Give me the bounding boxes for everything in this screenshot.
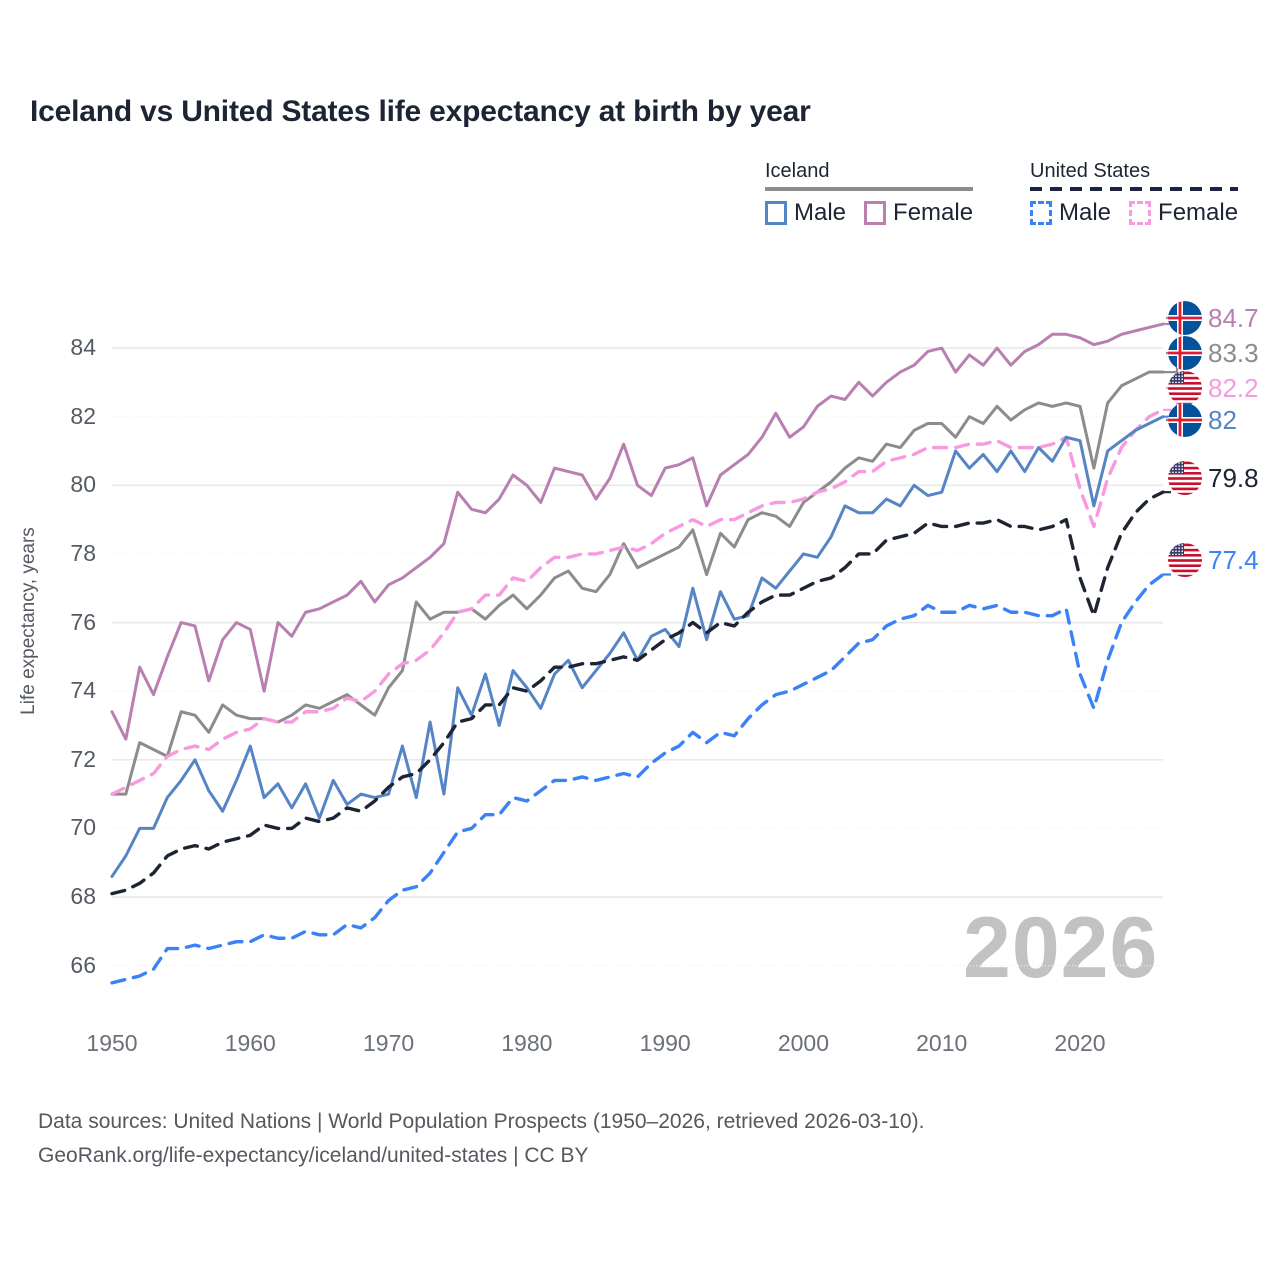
legend-item-label: Female bbox=[1158, 199, 1239, 226]
legend-item-label: Male bbox=[1059, 199, 1112, 226]
y-axis-tick: 72 bbox=[70, 745, 96, 772]
legend-item-label: Female bbox=[893, 199, 974, 226]
footer-credits: Data sources: United Nations | World Pop… bbox=[38, 1105, 924, 1173]
us-flag-icon bbox=[1168, 461, 1202, 495]
series-end-value: 82.2 bbox=[1208, 373, 1259, 403]
legend-swatch-icon bbox=[1129, 201, 1152, 225]
x-axis-tick: 2020 bbox=[1054, 1030, 1106, 1056]
series-end-label: 79.8 bbox=[1168, 461, 1259, 495]
series-end-label: 82 bbox=[1168, 403, 1237, 437]
legend-group-iceland: Iceland Male Female bbox=[765, 160, 974, 225]
series-end-label: 77.4 bbox=[1168, 543, 1259, 577]
y-axis-tick: 74 bbox=[70, 677, 96, 704]
y-axis-tick: 80 bbox=[70, 471, 96, 498]
series-end-value: 79.8 bbox=[1208, 463, 1259, 493]
iceland-flag-icon bbox=[1168, 403, 1202, 437]
legend-rule-dashed bbox=[1030, 187, 1239, 191]
x-axis-tick: 2000 bbox=[777, 1030, 830, 1056]
series-end-value: 82 bbox=[1208, 405, 1237, 435]
x-axis-tick: 1970 bbox=[362, 1030, 415, 1056]
series-end-value: 83.3 bbox=[1208, 338, 1259, 368]
legend-item-label: Male bbox=[794, 199, 847, 226]
y-axis-tick: 70 bbox=[70, 814, 96, 841]
x-axis-tick: 1990 bbox=[639, 1030, 691, 1056]
footer-line-sources: Data sources: United Nations | World Pop… bbox=[38, 1110, 925, 1133]
legend-item-us-female[interactable]: Female bbox=[1129, 201, 1238, 225]
x-axis-tick: 1980 bbox=[501, 1030, 553, 1056]
y-axis-tick: 66 bbox=[70, 951, 96, 978]
legend-swatch-icon bbox=[864, 201, 887, 225]
y-axis-tick: 76 bbox=[70, 608, 96, 635]
year-watermark: 2026 bbox=[963, 900, 1159, 996]
chart-legend: Iceland Male Female United States Male bbox=[765, 160, 1255, 240]
page-title: Iceland vs United States life expectancy… bbox=[30, 95, 811, 128]
legend-group-title: Iceland bbox=[765, 160, 830, 182]
series-end-label: 84.7 bbox=[1168, 301, 1259, 335]
footer-line-url[interactable]: GeoRank.org/life-expectancy/iceland/unit… bbox=[38, 1144, 589, 1167]
y-axis-tick: 78 bbox=[70, 539, 96, 566]
x-axis-tick: 1950 bbox=[86, 1030, 138, 1056]
legend-rule-solid bbox=[765, 187, 974, 191]
series-end-label: 82.2 bbox=[1168, 371, 1259, 405]
series-end-value: 84.7 bbox=[1208, 303, 1259, 333]
legend-item-iceland-female[interactable]: Female bbox=[864, 201, 973, 225]
us-flag-icon bbox=[1168, 371, 1202, 405]
legend-group-title: United States bbox=[1030, 160, 1151, 182]
y-axis-tick: 84 bbox=[70, 334, 96, 361]
legend-item-iceland-male[interactable]: Male bbox=[765, 201, 846, 225]
y-axis-tick: 82 bbox=[70, 402, 96, 429]
us-flag-icon bbox=[1168, 543, 1202, 577]
x-axis-tick: 2010 bbox=[916, 1030, 968, 1056]
legend-group-united-states: United States Male Female bbox=[1030, 160, 1239, 225]
iceland-flag-icon bbox=[1168, 336, 1202, 370]
legend-swatch-icon bbox=[1030, 201, 1052, 225]
legend-item-us-male[interactable]: Male bbox=[1030, 201, 1111, 225]
y-axis-tick: 68 bbox=[70, 883, 96, 910]
legend-swatch-icon bbox=[765, 201, 787, 225]
x-axis-tick: 1960 bbox=[224, 1030, 276, 1056]
series-end-value: 77.4 bbox=[1208, 545, 1259, 575]
series-end-label: 83.3 bbox=[1168, 336, 1259, 370]
iceland-flag-icon bbox=[1168, 301, 1202, 335]
